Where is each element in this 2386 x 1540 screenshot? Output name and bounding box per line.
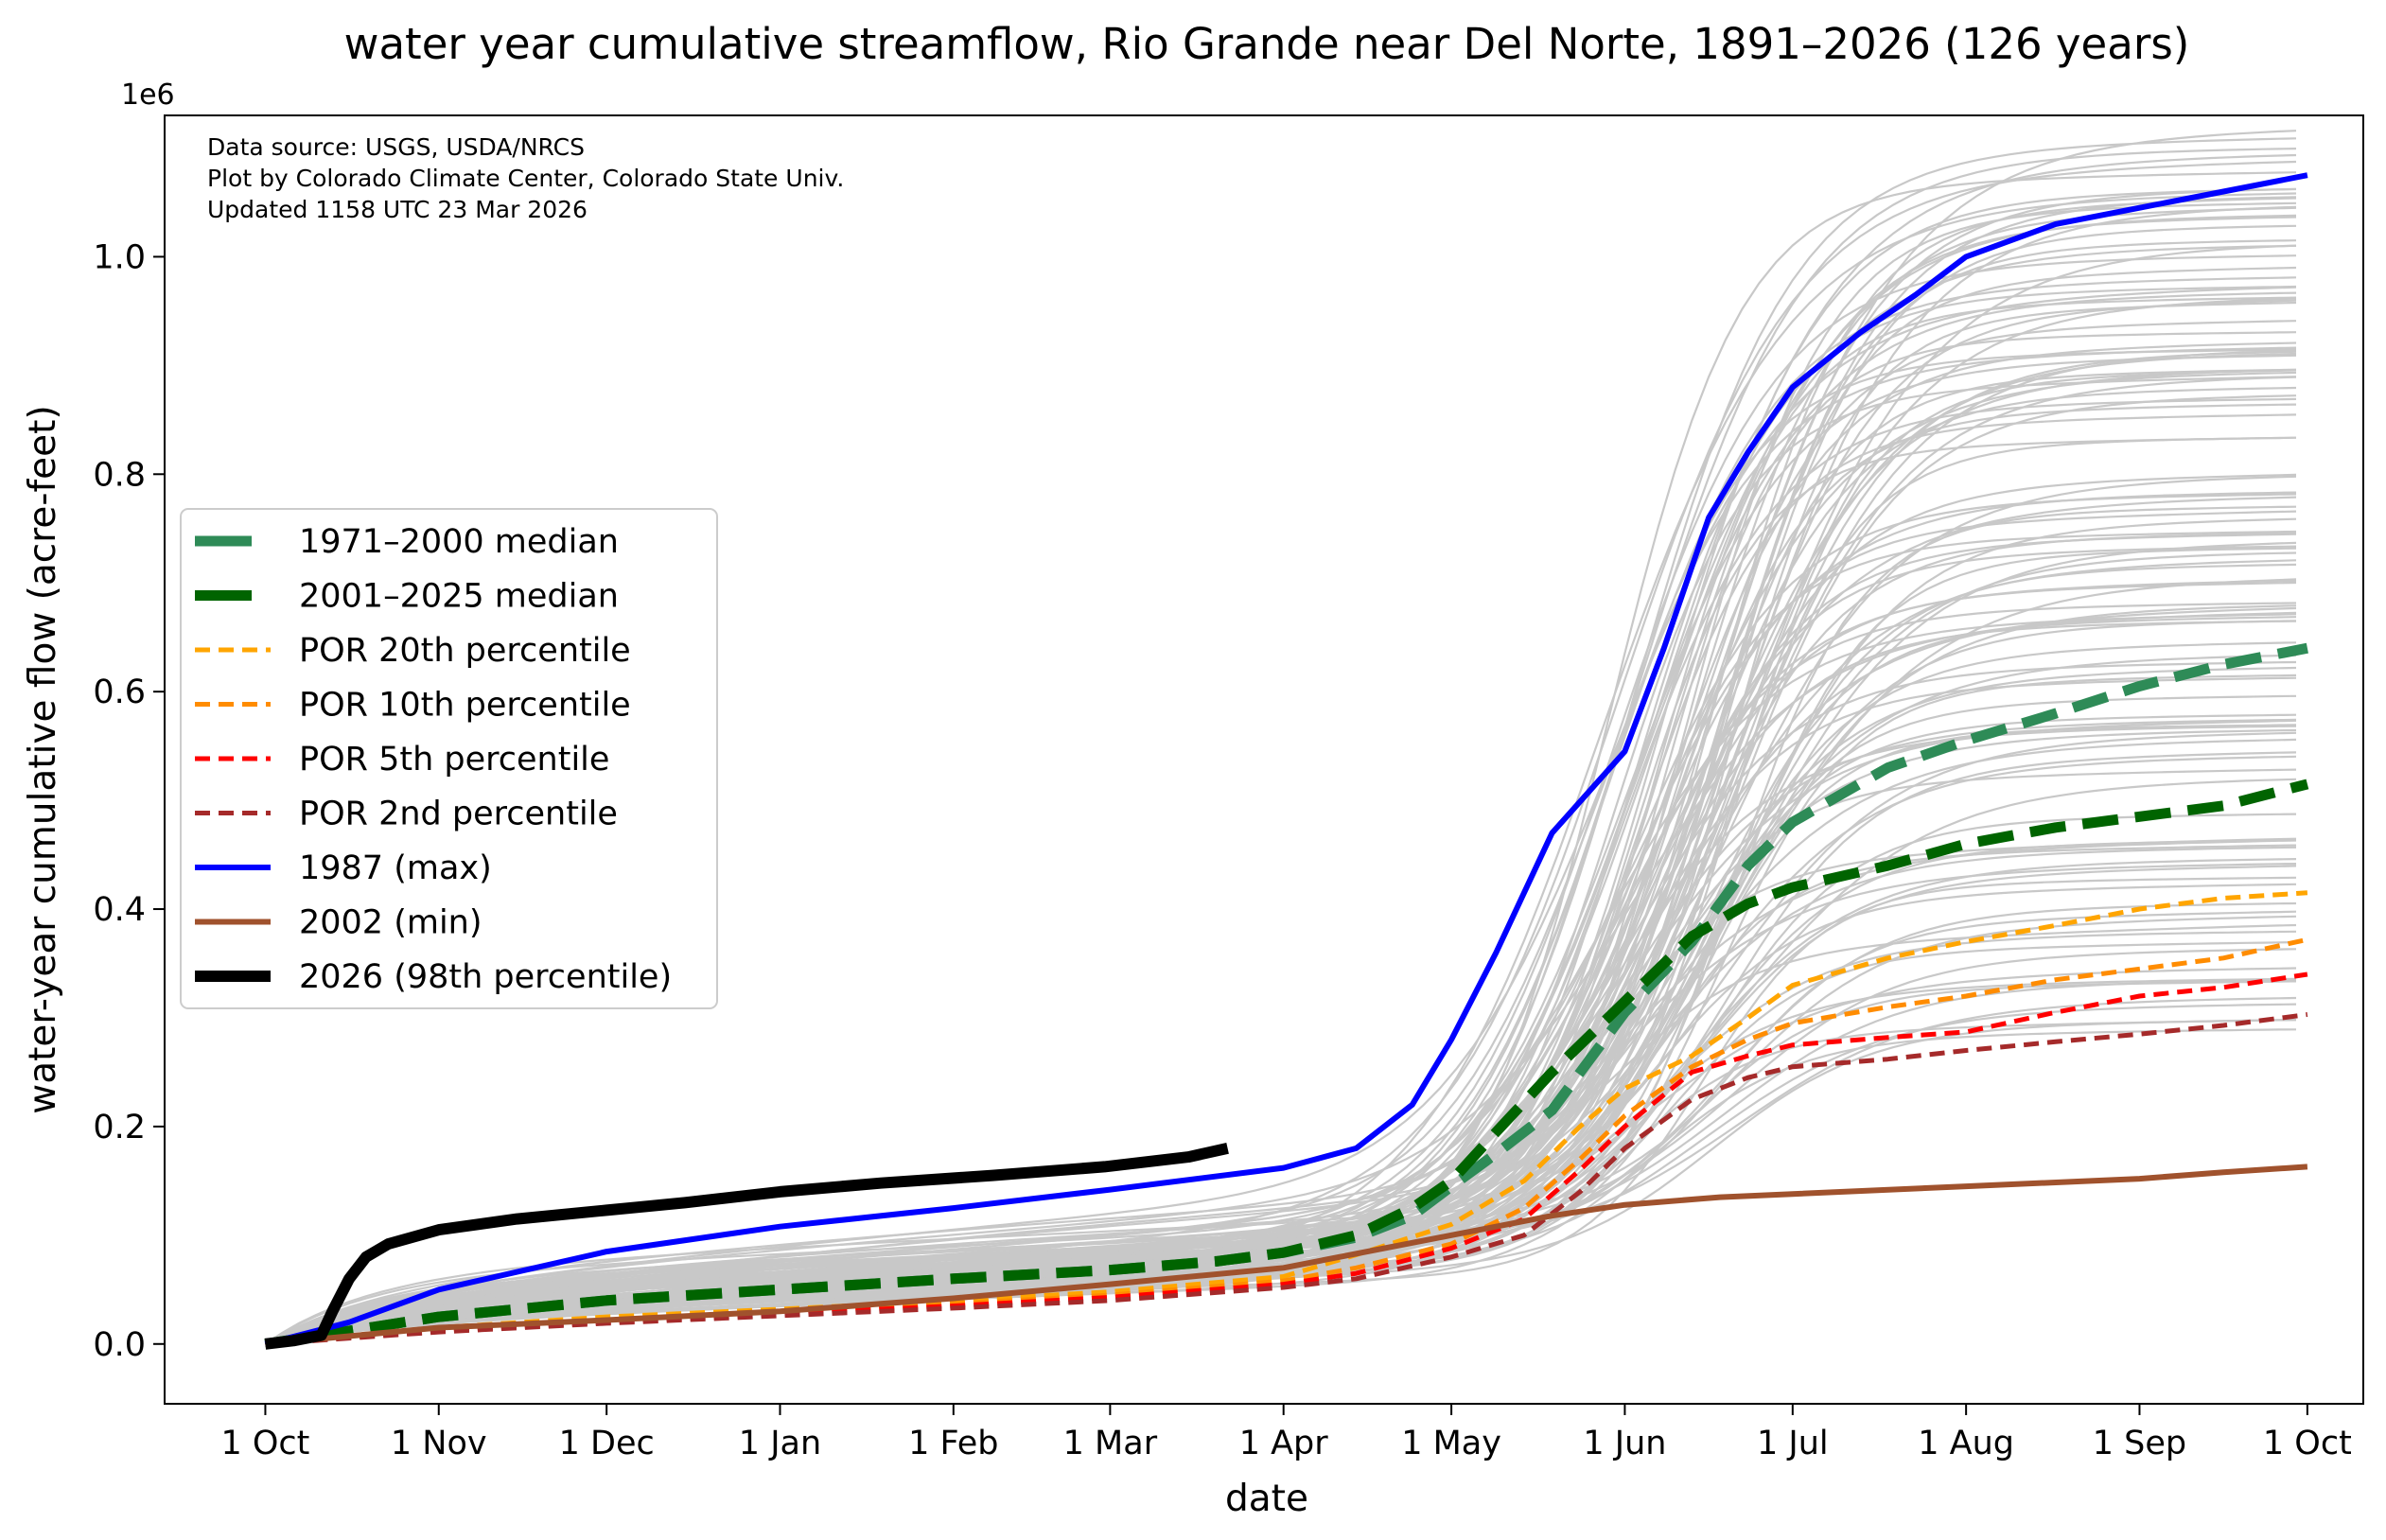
annotation-line-source: Data source: USGS, USDA/NRCS [207,133,585,161]
background-year-line [264,130,2297,1345]
x-tick-label: 1 Nov [391,1425,487,1462]
x-tick-label: 1 Aug [1918,1425,2014,1462]
legend: 1971–2000 median 2001–2025 median POR 20th… [180,508,718,1009]
legend-label: 2026 (98th percentile) [299,958,672,996]
chart-title: water year cumulative streamflow, Rio Gr… [344,19,2190,69]
series-line-por-2nd-percentile [265,1012,2308,1347]
legend-label: 1971–2000 median [299,523,619,561]
series-line-2002-min [265,1164,2308,1347]
y-tick-label: 0.2 [93,1109,146,1146]
y-axis-label: water-year cumulative flow (acre-feet) [22,405,64,1113]
y-axis-ticks: 0.0 0.2 0.4 0.6 0.8 1.0 [93,238,165,1364]
annotation: Data source: USGS, USDA/NRCS Plot by Col… [207,133,844,223]
legend-label: POR 5th percentile [299,741,609,779]
series-line-2001-2025-median [264,779,2309,1350]
legend-label: POR 20th percentile [299,632,631,670]
background-year-line [265,718,2297,1345]
background-year-line [264,301,2297,1345]
series-line-2026-98th-percentile [264,1143,1229,1350]
x-axis-label: date [1225,1478,1308,1520]
legend-frame [180,508,718,1009]
y-tick-label: 0.0 [93,1326,146,1364]
background-year-line [264,510,2297,1345]
legend-entry-por-2nd-percentile: POR 2nd percentile [195,796,618,833]
x-tick-label: 1 Dec [559,1425,655,1462]
legend-entry-1971-2000-median: 1971–2000 median [195,523,619,561]
plot-frame [164,114,2364,1405]
y-axis-offset-label: 1e6 [121,79,175,112]
annotation-line-credit: Plot by Colorado Climate Center, Colorad… [207,165,844,192]
series-lines [264,172,2309,1350]
legend-entry-2002-min: 2002 (min) [195,904,482,942]
background-year-line [264,371,2297,1345]
background-year-line [264,286,2297,1345]
legend-label: 2002 (min) [299,904,482,942]
legend-entry-por-5th-percentile: POR 5th percentile [195,741,609,779]
legend-label: POR 10th percentile [299,687,631,725]
background-year-line [265,517,2297,1345]
series-line-1971-2000-median [264,642,2308,1350]
legend-entry-2001-2025-median: 2001–2025 median [195,578,619,616]
x-tick-label: 1 Jan [739,1425,821,1462]
x-axis-ticks: 1 Oct 1 Nov 1 Dec 1 Jan 1 Feb 1 Mar 1 Apr 1 May… [220,1404,2352,1462]
legend-label: 2001–2025 median [299,578,619,616]
x-tick-label: 1 Apr [1239,1425,1329,1462]
annotation-line-updated: Updated 1158 UTC 23 Mar 2026 [207,196,588,223]
series-line-1987-max [264,172,2308,1347]
y-tick-label: 0.6 [93,674,146,711]
y-tick-label: 1.0 [93,238,146,276]
x-tick-label: 1 Jun [1583,1425,1666,1462]
x-tick-label: 1 Jul [1757,1425,1829,1462]
legend-entry-2026-98th-percentile: 2026 (98th percentile) [195,958,672,996]
background-year-line [264,491,2297,1345]
background-year-line [264,660,2297,1345]
y-tick-label: 0.4 [93,891,146,929]
x-tick-label: 1 Oct [2263,1425,2352,1462]
x-tick-label: 1 Sep [2093,1425,2186,1462]
y-tick-label: 0.8 [93,456,146,494]
x-tick-label: 1 Oct [220,1425,309,1462]
legend-label: POR 2nd percentile [299,796,618,833]
legend-label: 1987 (max) [299,849,492,887]
background-year-line [265,153,2297,1345]
legend-entry-por-10th-percentile: POR 10th percentile [195,687,631,725]
x-tick-label: 1 Mar [1063,1425,1158,1462]
legend-entry-por-20th-percentile: POR 20th percentile [195,632,631,670]
legend-entry-1987-max: 1987 (max) [195,849,492,887]
x-tick-label: 1 Feb [908,1425,998,1462]
x-tick-label: 1 May [1401,1425,1501,1462]
